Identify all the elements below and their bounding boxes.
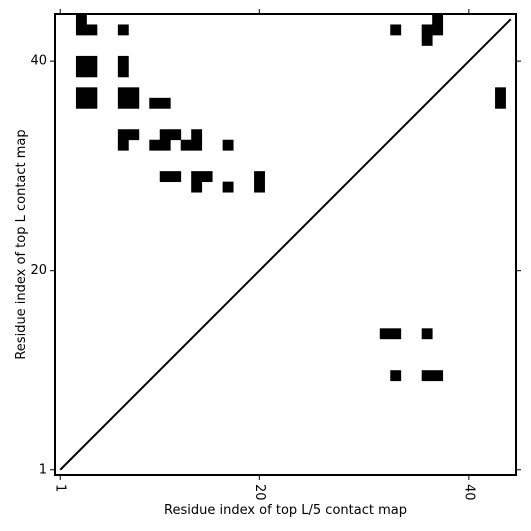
contact-cell xyxy=(201,171,213,183)
contact-cell xyxy=(149,97,161,109)
contact-cell xyxy=(75,24,87,36)
contact-cell xyxy=(170,129,182,141)
contact-cell xyxy=(75,97,87,109)
contact-cell xyxy=(379,328,391,340)
y-axis-label: Residue index of top L contact map xyxy=(14,129,29,359)
x-tick-label: 20 xyxy=(252,484,267,501)
contact-cell xyxy=(159,139,171,151)
contact-cell xyxy=(191,181,203,193)
contact-cell xyxy=(75,87,87,99)
contact-cell xyxy=(117,139,129,151)
contact-cell xyxy=(86,97,98,109)
contact-cell xyxy=(86,24,98,36)
contact-cell xyxy=(222,181,234,193)
axis-ticks: 1 20 40 1 20 40 xyxy=(30,9,521,501)
contact-cell xyxy=(159,97,171,109)
contact-cell xyxy=(170,171,182,183)
plot-frame xyxy=(54,13,517,476)
contact-cell xyxy=(117,129,129,141)
contact-cell xyxy=(254,181,265,193)
contact-cell xyxy=(159,129,171,141)
contact-cell xyxy=(75,66,87,78)
contact-cell xyxy=(117,24,129,36)
contact-cell xyxy=(86,87,98,99)
contact-cell xyxy=(432,14,444,25)
x-axis-label: Residue index of top L/5 contact map xyxy=(164,503,407,518)
contact-cell xyxy=(149,139,161,151)
contact-cell xyxy=(191,129,203,141)
contact-cell xyxy=(432,24,444,36)
contact-cell xyxy=(75,55,87,67)
contact-cell xyxy=(180,139,192,151)
y-tick-label: 40 xyxy=(30,54,47,69)
x-tick-label: 40 xyxy=(461,484,476,501)
contact-cell xyxy=(86,66,98,78)
contact-cell xyxy=(159,171,171,183)
contact-cell xyxy=(117,97,129,109)
y-tick-label: 20 xyxy=(30,263,47,278)
contact-cell xyxy=(254,171,265,183)
diagonal-line xyxy=(59,18,512,471)
contact-cell xyxy=(495,87,506,99)
contact-cell xyxy=(421,370,433,382)
contact-cell xyxy=(421,328,433,340)
contact-cell xyxy=(432,370,444,382)
contact-cell xyxy=(390,370,402,382)
y-tick-label: 1 xyxy=(39,462,47,477)
contact-cell xyxy=(128,87,140,99)
contact-cells xyxy=(75,14,506,382)
contact-cell xyxy=(86,55,98,67)
contact-cell xyxy=(117,55,129,67)
contact-cell xyxy=(390,24,402,36)
contact-cell xyxy=(390,328,402,340)
contact-cell xyxy=(117,66,129,78)
contact-cell xyxy=(191,139,203,151)
contact-cell xyxy=(495,97,506,109)
contact-cell xyxy=(75,14,87,25)
contact-cell xyxy=(117,87,129,99)
contact-cell xyxy=(222,139,234,151)
x-tick-label: 1 xyxy=(53,484,68,492)
contact-cell xyxy=(128,129,140,141)
contact-cell xyxy=(128,97,140,109)
contact-cell xyxy=(421,34,433,46)
contact-cell xyxy=(191,171,203,183)
contact-cell xyxy=(421,24,433,36)
